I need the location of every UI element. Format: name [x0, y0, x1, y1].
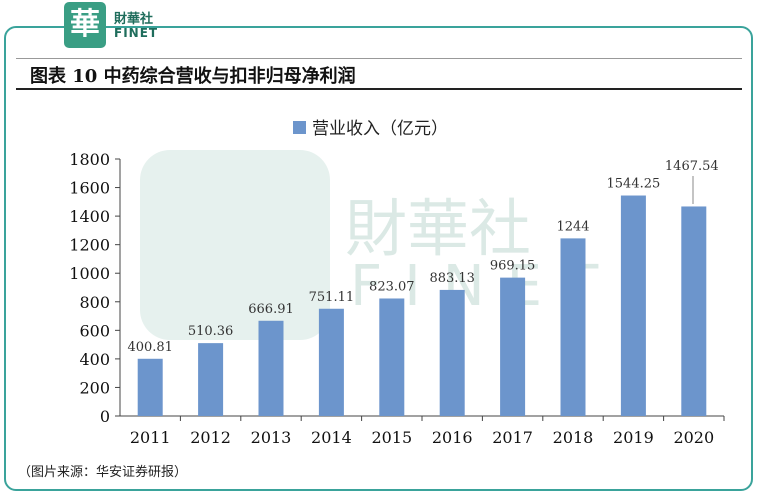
- data-label-2017: 969.15: [490, 259, 536, 274]
- data-label-2018: 1244: [556, 219, 589, 234]
- y-tick-label: 400: [79, 350, 110, 369]
- y-tick-label: 1800: [69, 150, 110, 169]
- bar-2019: [620, 195, 646, 416]
- bar-2011: [137, 358, 163, 416]
- data-label-2015: 823.07: [369, 279, 415, 294]
- y-tick-label: 600: [79, 321, 110, 340]
- data-label-2019: 1544.25: [607, 177, 661, 192]
- data-label-2020: 1467.54: [665, 159, 719, 174]
- bar-2017: [500, 277, 526, 416]
- bar-2014: [318, 308, 344, 416]
- x-tick-label: 2020: [673, 428, 714, 447]
- legend: 营业收入（亿元）: [293, 119, 448, 139]
- bar-2016: [439, 289, 465, 416]
- x-tick-label: 2016: [432, 428, 473, 447]
- watermark-cn: 財華社: [345, 192, 531, 265]
- data-label-2014: 751.11: [309, 290, 355, 305]
- x-tick-label: 2011: [130, 428, 171, 447]
- watermark-mark: [140, 150, 330, 340]
- x-tick-label: 2017: [492, 428, 533, 447]
- bar-2020: [681, 206, 707, 416]
- y-tick-label: 800: [79, 293, 110, 312]
- watermark: 財華社 FINET: [140, 150, 598, 340]
- logo-name: 財華社: [114, 12, 154, 27]
- bar-2013: [258, 320, 284, 416]
- page-title: 图表 10 中药综合营收与扣非归母净利润: [30, 66, 356, 87]
- y-tick-label: 1400: [69, 207, 110, 226]
- bar-2015: [379, 298, 405, 416]
- data-label-2012: 510.36: [188, 324, 234, 339]
- y-tick-label: 1600: [69, 179, 110, 198]
- y-tick-label: 1200: [69, 236, 110, 255]
- y-tick-label: 0: [100, 407, 110, 426]
- data-label-2016: 883.13: [429, 271, 475, 286]
- logo-mark: 華: [64, 2, 106, 48]
- title-band: [16, 58, 742, 90]
- x-tick-label: 2018: [553, 428, 594, 447]
- x-tick-label: 2015: [371, 428, 412, 447]
- x-tick-label: 2013: [251, 428, 292, 447]
- y-tick-label: 200: [79, 378, 110, 397]
- data-label-2013: 666.91: [248, 302, 294, 317]
- logo-english: FINET: [114, 26, 159, 40]
- chart-frame: [4, 26, 753, 491]
- x-tick-label: 2012: [190, 428, 231, 447]
- source-note: （图片来源：华安证券研报）: [18, 465, 188, 480]
- y-tick-label: 1000: [69, 264, 110, 283]
- bar-2012: [198, 343, 224, 416]
- data-label-2011: 400.81: [127, 340, 173, 355]
- legend-label: 营业收入（亿元）: [312, 119, 448, 139]
- bar-2018: [560, 238, 586, 416]
- legend-swatch: [293, 121, 306, 134]
- x-tick-label: 2019: [613, 428, 654, 447]
- x-tick-label: 2014: [311, 428, 352, 447]
